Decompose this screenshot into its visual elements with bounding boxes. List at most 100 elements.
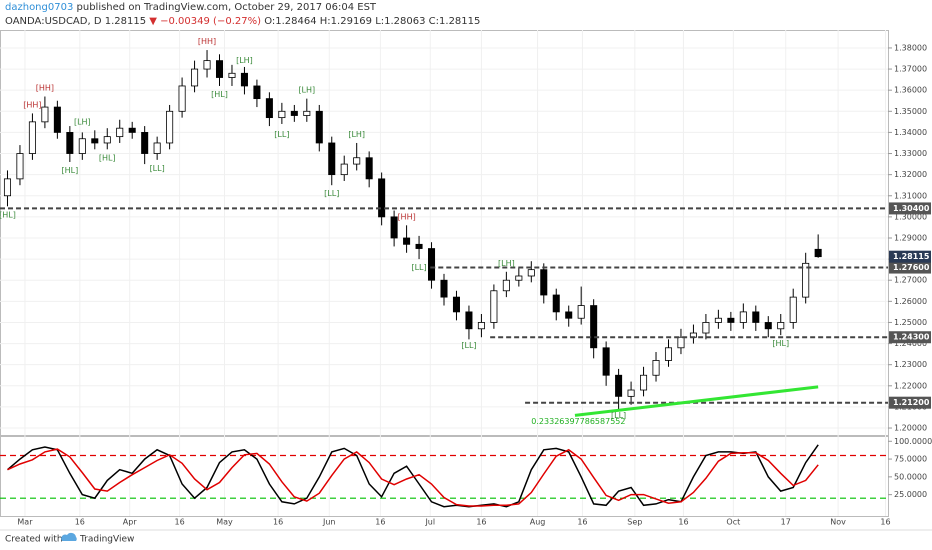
candle-body	[240, 72, 248, 87]
candle-body	[153, 142, 161, 154]
y-tick-label: 1.29000	[894, 233, 927, 242]
y-tick-label: 1.35000	[894, 107, 927, 116]
pivot-label: [LL]	[324, 189, 339, 198]
x-tick-label: 16	[678, 518, 688, 527]
candle-body	[203, 60, 211, 70]
pivot-label: [HH]	[198, 37, 216, 46]
y-tick-label: 1.23000	[894, 360, 927, 369]
candle-body	[527, 269, 535, 277]
x-tick-label: 16	[273, 518, 283, 527]
pivot-label: [LH]	[74, 117, 91, 126]
candle-body	[128, 127, 136, 133]
candle-body	[440, 279, 448, 298]
candle-body	[515, 275, 523, 281]
candle-body	[664, 347, 673, 361]
published: published on TradingView.com, October 29…	[73, 2, 377, 13]
pivot-label: [HL]	[211, 90, 228, 99]
y-tick-label: 1.31000	[894, 191, 927, 200]
candle-body	[265, 98, 273, 119]
candle-body	[16, 153, 24, 180]
candle-body	[490, 290, 498, 323]
pivot-label: [HH]	[23, 100, 41, 109]
candle-body	[640, 374, 648, 391]
y-tick-label: 1.20000	[894, 424, 927, 433]
candle-body	[615, 374, 623, 397]
candle-body	[702, 322, 710, 334]
candle-body	[191, 68, 199, 87]
footer-logo	[61, 532, 77, 541]
candle-body	[540, 269, 548, 296]
footer-brand[interactable]: TradingView	[79, 535, 134, 545]
y-tick-label: 25.0000	[894, 490, 927, 499]
level-box	[889, 202, 931, 215]
author[interactable]: dazhong0703	[5, 2, 73, 13]
candle-body	[428, 248, 436, 281]
candle-body	[627, 389, 635, 397]
y-tick-label: 1.38000	[894, 43, 927, 52]
y-tick-label: 50.0000	[894, 472, 927, 481]
annotation: 0.23326397786587552	[531, 417, 625, 426]
candle-body	[328, 142, 336, 176]
candle-body	[290, 110, 298, 116]
y-tick-label: 1.32000	[894, 170, 927, 179]
candle-body	[565, 311, 573, 319]
level-label: 1.27600	[893, 263, 930, 272]
candle-body	[116, 127, 124, 138]
ohlc: O:1.28464 H:1.29169 L:1.28063 C:1.28115	[264, 16, 480, 27]
level-label: 1.30400	[893, 204, 930, 213]
pivot-label: [HH]	[397, 212, 415, 221]
candle-body	[28, 121, 36, 154]
change: ▼ −0.00349 (−0.27%)	[149, 16, 261, 27]
candle-body	[452, 296, 460, 313]
candle-body	[141, 132, 149, 154]
last: 1.28115	[105, 16, 146, 27]
candle-body	[166, 110, 174, 144]
candle-body	[552, 294, 560, 313]
candle-body	[777, 322, 785, 330]
candle-body	[365, 157, 373, 180]
candle-body	[41, 106, 49, 123]
pivot-label: [LL]	[274, 130, 289, 139]
x-tick-label: May	[216, 518, 233, 527]
level-box	[889, 331, 931, 344]
candle-body	[577, 305, 585, 319]
candle-body	[477, 322, 485, 330]
symbol: OANDA:USDCAD, D	[5, 16, 102, 27]
candle-body	[390, 216, 398, 239]
x-tick-label: 17	[781, 518, 791, 527]
candle-body	[3, 178, 12, 197]
pivot-label: [HL]	[99, 153, 116, 162]
y-tick-label: 1.34000	[894, 128, 927, 137]
candle-body	[353, 157, 361, 165]
pivot-label: [HL]	[772, 339, 789, 348]
level-box	[889, 396, 931, 409]
candle-body	[340, 163, 348, 176]
y-tick-label: 1.25000	[894, 318, 927, 327]
candle-body	[739, 311, 747, 323]
y-tick-label: 1.24000	[894, 339, 927, 348]
y-tick-label: 1.26000	[894, 297, 927, 306]
pivot-label: [LH]	[298, 86, 315, 95]
x-tick-label: Nov	[830, 518, 846, 527]
osc-line	[7, 448, 819, 507]
pivot-label: [LL]	[150, 164, 165, 173]
candle-body	[602, 347, 610, 376]
candle-body	[714, 317, 722, 323]
candle-body	[253, 85, 261, 100]
candle-body	[502, 279, 510, 292]
candle-body	[677, 336, 685, 349]
candle-body	[378, 178, 386, 218]
candle-body	[215, 60, 224, 78]
pivot-label: [LL]	[411, 263, 426, 272]
y-tick-label: 1.22000	[894, 381, 927, 390]
y-tick-label: 1.37000	[894, 65, 927, 74]
candle-body	[652, 360, 660, 376]
footer-created: Created with	[5, 535, 63, 545]
candle-body	[91, 138, 99, 144]
pivot-label: [HH]	[36, 84, 54, 93]
candle-body	[303, 110, 311, 116]
candle-body	[590, 305, 598, 349]
y-tick-label: 100.0000	[894, 437, 932, 446]
last-price-label: 1.28115	[893, 252, 930, 261]
